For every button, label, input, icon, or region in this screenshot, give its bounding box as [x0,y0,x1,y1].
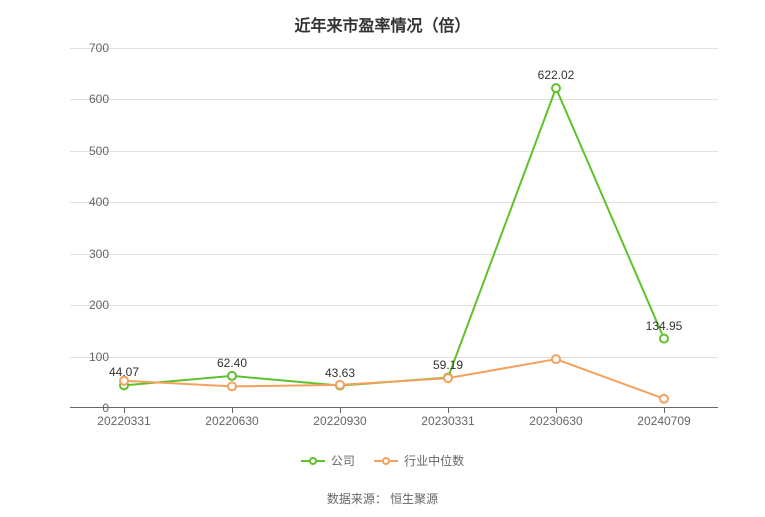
series-marker [552,355,560,363]
legend-marker-industry [374,455,398,467]
x-tick [124,408,125,413]
x-tick-label: 20220630 [205,414,258,428]
legend-item-company: 公司 [301,452,355,469]
x-tick-label: 20230630 [529,414,582,428]
x-tick [340,408,341,413]
x-tick [664,408,665,413]
y-tick-label: 600 [69,92,109,106]
data-point-label: 43.63 [325,366,355,380]
x-tick-label: 20230331 [421,414,474,428]
y-tick-label: 0 [69,401,109,415]
data-point-label: 622.02 [538,68,575,82]
series-marker [660,335,668,343]
y-tick-label: 700 [69,41,109,55]
y-tick-label: 100 [69,350,109,364]
data-point-label: 134.95 [646,319,683,333]
x-tick-label: 20220331 [97,414,150,428]
x-tick [448,408,449,413]
data-point-label: 62.40 [217,356,247,370]
x-tick [556,408,557,413]
data-point-label: 59.19 [433,358,463,372]
x-tick-label: 20240709 [637,414,690,428]
series-marker [228,382,236,390]
series-marker [660,395,668,403]
series-marker [336,381,344,389]
legend-marker-company [301,455,325,467]
data-point-label: 44.07 [109,365,139,379]
x-tick [232,408,233,413]
line-chart-svg [70,48,718,408]
series-marker [552,84,560,92]
y-tick-label: 300 [69,247,109,261]
chart-plot-area: 2022033120220630202209302023033120230630… [70,48,718,408]
x-tick-label: 20220930 [313,414,366,428]
legend-label-company: 公司 [331,452,355,469]
legend: 公司 行业中位数 [0,452,765,470]
source-label: 数据来源： [327,492,387,506]
series-line [124,88,664,385]
data-source: 数据来源： 恒生聚源 [0,490,765,507]
source-value: 恒生聚源 [390,492,438,506]
y-tick-label: 500 [69,144,109,158]
series-marker [228,372,236,380]
series-marker [444,374,452,382]
chart-title: 近年来市盈率情况（倍） [0,0,765,36]
x-axis [70,407,718,408]
legend-item-industry: 行业中位数 [374,452,464,469]
y-tick-label: 200 [69,298,109,312]
legend-label-industry: 行业中位数 [404,452,464,469]
y-tick-label: 400 [69,195,109,209]
